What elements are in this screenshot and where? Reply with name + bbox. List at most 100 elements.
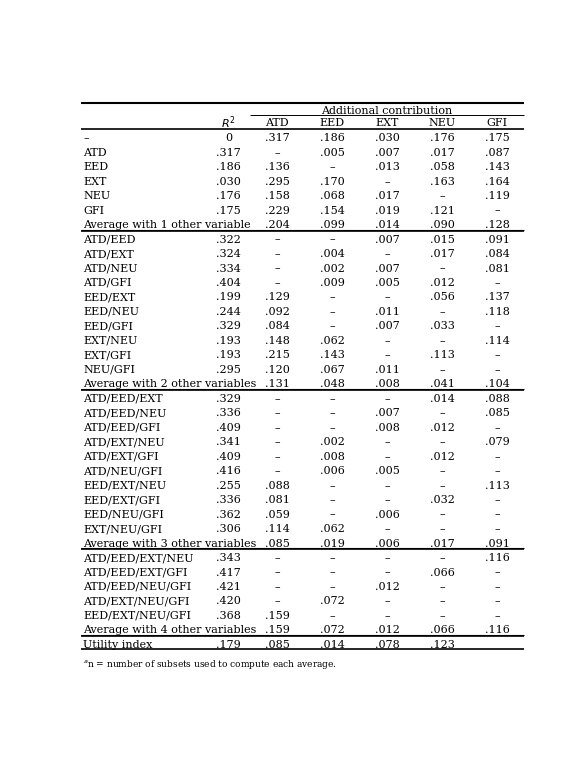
- Text: .244: .244: [216, 307, 241, 317]
- Text: .007: .007: [375, 322, 399, 331]
- Text: NEU/GFI: NEU/GFI: [83, 365, 136, 375]
- Text: .119: .119: [484, 191, 510, 201]
- Text: .012: .012: [430, 423, 454, 433]
- Text: –: –: [439, 263, 445, 273]
- Text: ATD/EXT: ATD/EXT: [83, 249, 134, 259]
- Text: EED/EXT: EED/EXT: [83, 292, 136, 302]
- Text: .012: .012: [430, 452, 454, 462]
- Text: .005: .005: [375, 278, 399, 288]
- Text: .199: .199: [216, 292, 241, 302]
- Text: .058: .058: [430, 162, 454, 172]
- Text: .114: .114: [484, 336, 510, 346]
- Text: .008: .008: [375, 423, 399, 433]
- Text: .229: .229: [265, 206, 289, 216]
- Text: –: –: [274, 582, 280, 592]
- Text: .159: .159: [265, 611, 289, 621]
- Text: GFI: GFI: [487, 118, 508, 128]
- Text: .092: .092: [265, 307, 289, 317]
- Text: NEU: NEU: [429, 118, 456, 128]
- Text: .068: .068: [319, 191, 345, 201]
- Text: .085: .085: [265, 538, 289, 548]
- Text: .164: .164: [484, 177, 510, 187]
- Text: .341: .341: [216, 437, 241, 447]
- Text: .056: .056: [430, 292, 454, 302]
- Text: .062: .062: [319, 524, 345, 534]
- Text: .186: .186: [319, 133, 345, 143]
- Text: ATD: ATD: [265, 118, 289, 128]
- Text: ATD/EXT/NEU/GFI: ATD/EXT/NEU/GFI: [83, 597, 190, 607]
- Text: –: –: [384, 177, 390, 187]
- Text: –: –: [83, 133, 89, 143]
- Text: ATD/EXT/GFI: ATD/EXT/GFI: [83, 452, 159, 462]
- Text: .154: .154: [319, 206, 345, 216]
- Text: –: –: [274, 597, 280, 607]
- Text: –: –: [494, 611, 500, 621]
- Text: .019: .019: [319, 538, 345, 548]
- Text: Average with 2 other variables: Average with 2 other variables: [83, 379, 257, 390]
- Text: 0: 0: [225, 133, 232, 143]
- Text: –: –: [329, 495, 335, 505]
- Text: EED/EXT/NEU: EED/EXT/NEU: [83, 481, 167, 491]
- Text: .343: .343: [216, 553, 241, 563]
- Text: .176: .176: [216, 191, 241, 201]
- Text: .041: .041: [430, 379, 454, 390]
- Text: .011: .011: [375, 307, 399, 317]
- Text: .088: .088: [265, 481, 289, 491]
- Text: –: –: [274, 466, 280, 476]
- Text: .158: .158: [265, 191, 289, 201]
- Text: –: –: [329, 611, 335, 621]
- Text: –: –: [329, 307, 335, 317]
- Text: EED: EED: [83, 162, 109, 172]
- Text: .081: .081: [265, 495, 289, 505]
- Text: ATD/EXT/NEU: ATD/EXT/NEU: [83, 437, 165, 447]
- Text: .091: .091: [484, 538, 510, 548]
- Text: .048: .048: [319, 379, 345, 390]
- Text: –: –: [384, 437, 390, 447]
- Text: –: –: [439, 191, 445, 201]
- Text: –: –: [494, 278, 500, 288]
- Text: .088: .088: [484, 394, 510, 404]
- Text: .324: .324: [216, 249, 241, 259]
- Text: .159: .159: [265, 626, 289, 636]
- Text: .295: .295: [216, 365, 241, 375]
- Text: ATD/EED/GFI: ATD/EED/GFI: [83, 423, 161, 433]
- Text: –: –: [329, 408, 335, 418]
- Text: .137: .137: [484, 292, 510, 302]
- Text: .421: .421: [216, 582, 241, 592]
- Text: EED/NEU/GFI: EED/NEU/GFI: [83, 509, 164, 520]
- Text: Additional contribution: Additional contribution: [321, 106, 453, 116]
- Text: Average with 1 other variable: Average with 1 other variable: [83, 220, 251, 230]
- Text: –: –: [329, 394, 335, 404]
- Text: ATD: ATD: [83, 148, 107, 157]
- Text: .409: .409: [216, 423, 241, 433]
- Text: .193: .193: [216, 351, 241, 361]
- Text: .017: .017: [430, 249, 454, 259]
- Text: GFI: GFI: [83, 206, 104, 216]
- Text: –: –: [439, 597, 445, 607]
- Text: .170: .170: [320, 177, 345, 187]
- Text: –: –: [439, 481, 445, 491]
- Text: .179: .179: [216, 640, 241, 650]
- Text: –: –: [384, 495, 390, 505]
- Text: $^{a}$n = number of subsets used to compute each average.: $^{a}$n = number of subsets used to comp…: [83, 658, 338, 671]
- Text: –: –: [384, 249, 390, 259]
- Text: .104: .104: [484, 379, 510, 390]
- Text: .008: .008: [375, 379, 399, 390]
- Text: –: –: [384, 452, 390, 462]
- Text: –: –: [494, 351, 500, 361]
- Text: .002: .002: [319, 263, 345, 273]
- Text: –: –: [494, 524, 500, 534]
- Text: –: –: [439, 408, 445, 418]
- Text: .007: .007: [375, 148, 399, 157]
- Text: .176: .176: [430, 133, 454, 143]
- Text: .091: .091: [484, 234, 510, 245]
- Text: .085: .085: [265, 640, 289, 650]
- Text: .030: .030: [216, 177, 241, 187]
- Text: .012: .012: [430, 278, 454, 288]
- Text: .131: .131: [265, 379, 289, 390]
- Text: EXT/GFI: EXT/GFI: [83, 351, 131, 361]
- Text: –: –: [384, 351, 390, 361]
- Text: –: –: [494, 466, 500, 476]
- Text: .005: .005: [375, 466, 399, 476]
- Text: .017: .017: [430, 148, 454, 157]
